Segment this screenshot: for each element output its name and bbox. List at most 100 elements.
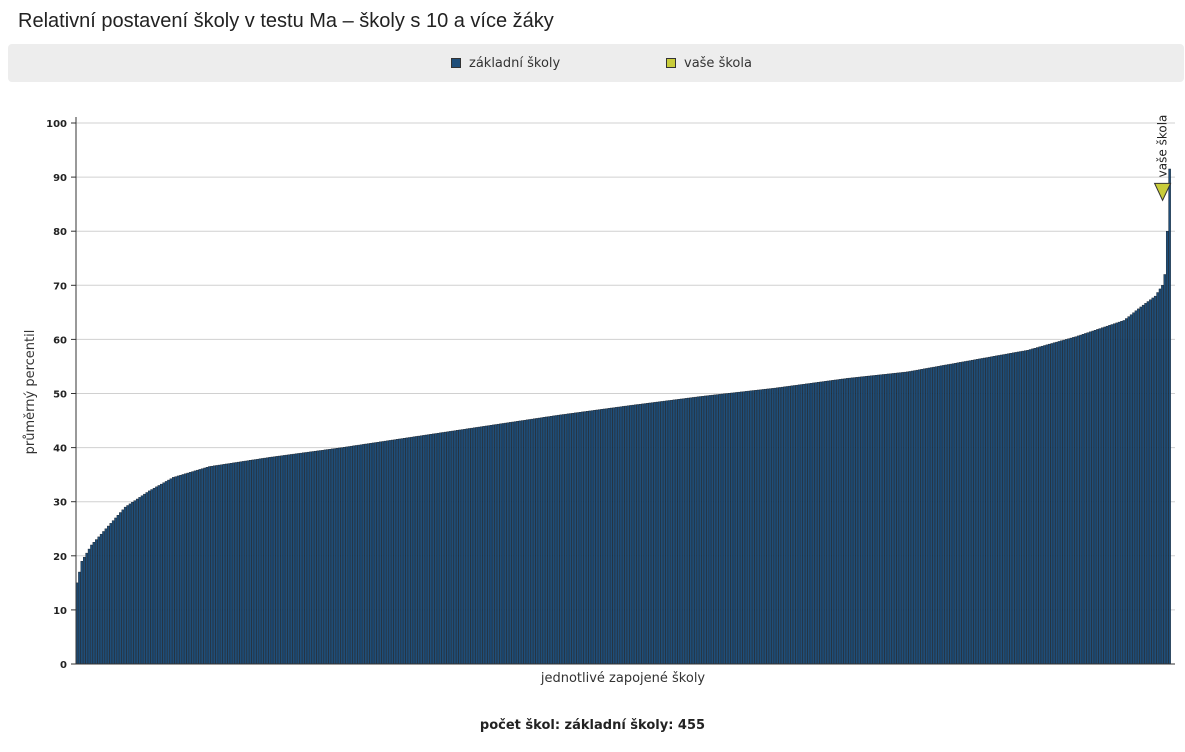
y-tick-label: 80 bbox=[53, 227, 67, 238]
y-tick-label: 90 bbox=[53, 173, 67, 184]
bar bbox=[285, 454, 288, 665]
bar bbox=[227, 463, 230, 665]
your-school-triangle[interactable] bbox=[1153, 182, 1172, 202]
bar bbox=[1103, 326, 1106, 665]
bar bbox=[273, 456, 276, 665]
bar bbox=[614, 407, 618, 665]
bar bbox=[191, 471, 194, 665]
bar bbox=[869, 375, 873, 665]
bar bbox=[833, 379, 837, 665]
bar bbox=[586, 411, 589, 665]
bar bbox=[891, 373, 895, 665]
legend-swatch-your-school bbox=[666, 58, 676, 68]
bar bbox=[646, 403, 649, 665]
bar bbox=[790, 385, 794, 665]
bar bbox=[306, 451, 310, 665]
bar bbox=[465, 428, 469, 665]
bar bbox=[963, 361, 967, 665]
bar bbox=[682, 398, 685, 665]
bar bbox=[249, 460, 252, 665]
bar bbox=[383, 440, 387, 665]
bar bbox=[261, 458, 264, 665]
bar bbox=[492, 424, 495, 665]
bar bbox=[785, 386, 789, 665]
bar bbox=[658, 401, 661, 665]
bar bbox=[559, 414, 562, 665]
bars bbox=[75, 168, 1171, 665]
bar bbox=[843, 378, 846, 665]
bar bbox=[277, 455, 281, 665]
bar bbox=[906, 371, 909, 665]
bar bbox=[937, 366, 940, 665]
bar bbox=[1144, 303, 1147, 665]
bar bbox=[268, 457, 271, 665]
bar bbox=[877, 374, 880, 665]
axes: 0 10 20 30 40 50 60 70 80 90 100 bbox=[46, 117, 1175, 671]
bar bbox=[667, 400, 671, 665]
bar bbox=[376, 441, 380, 665]
bar bbox=[386, 440, 389, 665]
bar bbox=[83, 556, 86, 665]
bar bbox=[188, 472, 192, 665]
y-tick-label: 70 bbox=[53, 281, 67, 292]
bar bbox=[468, 428, 471, 665]
bar bbox=[1141, 304, 1145, 665]
legend-item-your-school[interactable]: vaše škola bbox=[666, 56, 752, 71]
bar bbox=[650, 402, 654, 665]
bar bbox=[581, 411, 584, 665]
bar bbox=[1158, 288, 1162, 665]
bar bbox=[814, 382, 818, 665]
bar bbox=[441, 432, 445, 665]
bar bbox=[545, 416, 548, 665]
bar bbox=[340, 447, 343, 665]
bar bbox=[388, 440, 392, 665]
bar bbox=[314, 450, 317, 665]
bar bbox=[297, 453, 300, 665]
bar bbox=[973, 359, 976, 665]
y-tick-label: 100 bbox=[46, 119, 67, 130]
bar bbox=[403, 438, 406, 665]
bar bbox=[475, 427, 478, 665]
bar bbox=[670, 399, 673, 665]
bar bbox=[807, 383, 810, 665]
bar bbox=[648, 402, 652, 665]
bar bbox=[1019, 351, 1022, 665]
page-title: Relativní postavení školy v testu Ma – š… bbox=[18, 10, 554, 32]
bar bbox=[407, 437, 411, 665]
bar bbox=[256, 458, 259, 665]
bar bbox=[578, 412, 582, 665]
bar bbox=[626, 405, 630, 665]
bar bbox=[860, 376, 863, 665]
bar bbox=[708, 395, 712, 665]
bar bbox=[456, 430, 459, 665]
bar bbox=[280, 455, 283, 665]
bar bbox=[1125, 318, 1128, 665]
bar bbox=[689, 397, 692, 665]
bar bbox=[234, 462, 238, 665]
legend-item-schools[interactable]: základní školy bbox=[451, 56, 560, 71]
bar bbox=[179, 474, 182, 665]
bar bbox=[631, 404, 635, 665]
bar bbox=[133, 500, 137, 665]
bar bbox=[369, 443, 372, 665]
bar bbox=[434, 433, 437, 665]
bar bbox=[350, 445, 353, 665]
bar bbox=[1069, 337, 1073, 665]
bar bbox=[593, 410, 596, 665]
bar bbox=[773, 387, 777, 665]
bar bbox=[985, 357, 988, 665]
bar bbox=[164, 481, 168, 665]
bar bbox=[1127, 316, 1130, 665]
bar bbox=[251, 459, 254, 665]
bar bbox=[85, 552, 88, 665]
bar bbox=[391, 439, 394, 665]
bar bbox=[367, 443, 370, 665]
bar bbox=[903, 371, 907, 665]
bar bbox=[1004, 353, 1008, 665]
bar bbox=[915, 369, 919, 665]
bar bbox=[821, 381, 825, 665]
bar bbox=[764, 388, 767, 665]
bar bbox=[419, 435, 423, 665]
bar bbox=[480, 426, 483, 665]
bar bbox=[169, 478, 173, 665]
